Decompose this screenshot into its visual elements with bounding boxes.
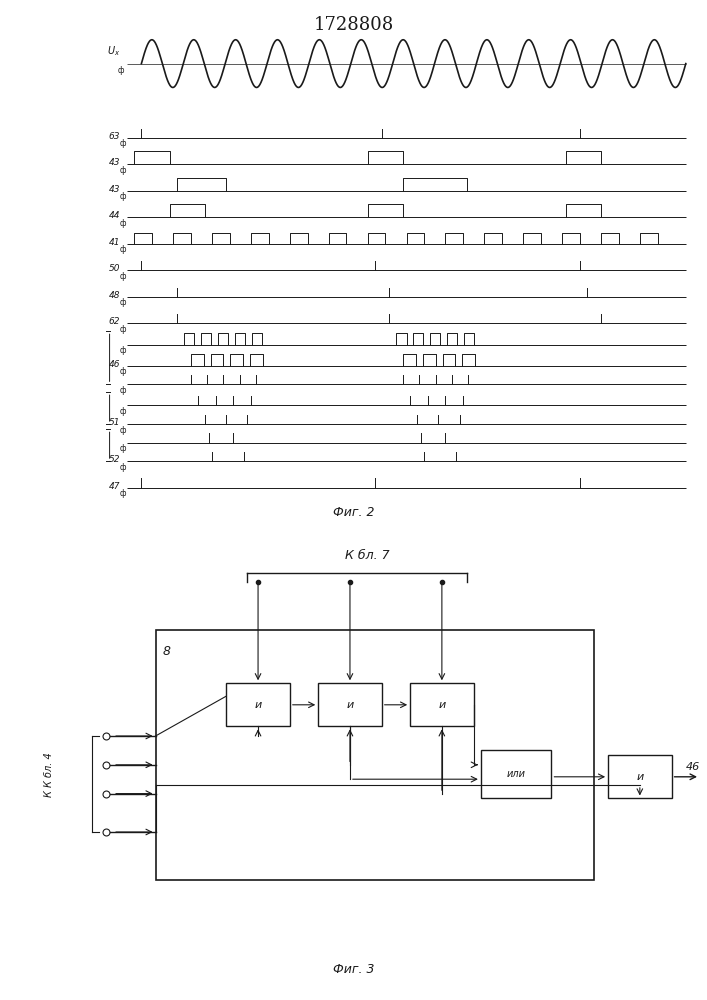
Text: 43: 43	[109, 185, 120, 194]
Text: 47: 47	[109, 482, 120, 491]
Text: ф: ф	[119, 139, 126, 148]
Text: 51: 51	[109, 418, 120, 427]
Text: 62: 62	[109, 317, 120, 326]
Text: $U_х$: $U_х$	[107, 44, 120, 58]
Text: ф: ф	[119, 426, 126, 435]
Bar	[156, 630, 594, 880]
Bar	[318, 683, 382, 726]
Bar	[608, 755, 672, 798]
Bar	[481, 750, 551, 798]
Text: или: или	[507, 769, 525, 779]
Text: ф: ф	[119, 407, 126, 416]
Text: 48: 48	[109, 291, 120, 300]
Text: и: и	[438, 700, 445, 710]
Text: ф: ф	[119, 444, 126, 453]
Text: 52: 52	[109, 455, 120, 464]
Text: ф: ф	[119, 192, 126, 201]
Text: 46: 46	[686, 762, 700, 772]
Text: 63: 63	[109, 132, 120, 141]
Text: ф: ф	[117, 66, 124, 75]
Text: ф: ф	[119, 367, 126, 376]
Text: ф: ф	[119, 463, 126, 472]
Text: Фиг. 2: Фиг. 2	[333, 506, 374, 519]
Text: К К бл. 4: К К бл. 4	[45, 752, 54, 797]
Bar	[226, 683, 290, 726]
Text: 1728808: 1728808	[313, 16, 394, 34]
Text: 41: 41	[109, 238, 120, 247]
Text: ф: ф	[119, 489, 126, 498]
Text: и: и	[636, 772, 643, 782]
Text: ф: ф	[119, 272, 126, 281]
Text: ф: ф	[119, 325, 126, 334]
Text: и: и	[255, 700, 262, 710]
Text: ф: ф	[119, 298, 126, 307]
Text: 46: 46	[109, 360, 120, 369]
Text: и: и	[346, 700, 354, 710]
Text: К бл. 7: К бл. 7	[345, 549, 390, 562]
Text: 50: 50	[109, 264, 120, 273]
Text: ф: ф	[119, 219, 126, 228]
Text: 44: 44	[109, 211, 120, 220]
Text: ф: ф	[119, 346, 126, 355]
Text: Фиг. 3: Фиг. 3	[333, 963, 374, 976]
Text: ф: ф	[119, 245, 126, 254]
Text: ф: ф	[119, 386, 126, 395]
Text: 8: 8	[163, 645, 170, 658]
Text: 43: 43	[109, 158, 120, 167]
Bar	[410, 683, 474, 726]
Text: ф: ф	[119, 166, 126, 175]
